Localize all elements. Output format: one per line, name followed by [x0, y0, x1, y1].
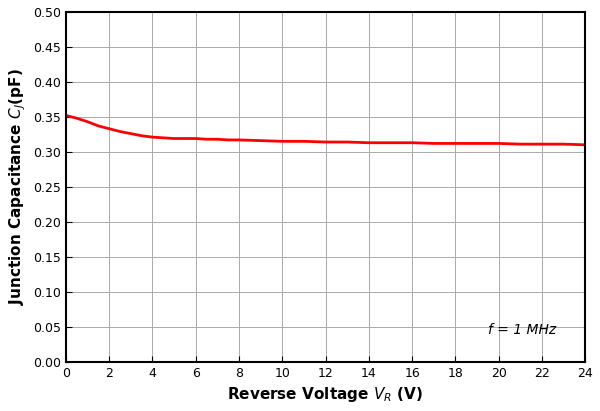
Text: f = 1 MHz: f = 1 MHz — [488, 323, 556, 337]
X-axis label: Reverse Voltage $V_R$ (V): Reverse Voltage $V_R$ (V) — [227, 385, 424, 404]
Y-axis label: Junction Capacitance $C_J$(pF): Junction Capacitance $C_J$(pF) — [7, 68, 28, 305]
